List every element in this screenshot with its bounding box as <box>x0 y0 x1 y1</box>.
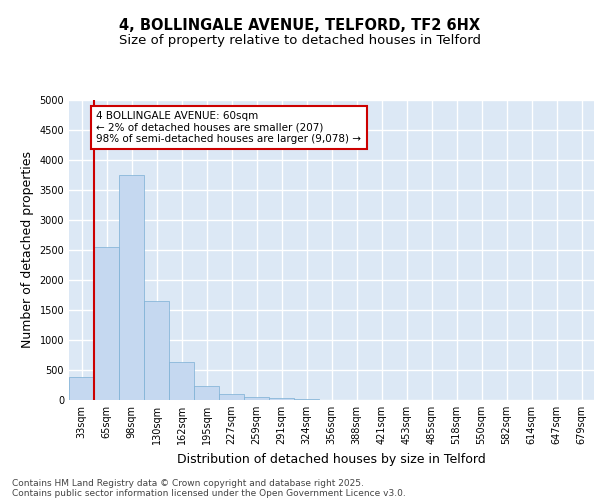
Bar <box>69 377 94 400</box>
Bar <box>194 386 219 400</box>
Bar <box>94 247 119 400</box>
Y-axis label: Number of detached properties: Number of detached properties <box>21 152 34 348</box>
Bar <box>169 362 194 400</box>
Bar <box>244 396 269 400</box>
Bar <box>119 175 144 400</box>
Text: Contains HM Land Registry data © Crown copyright and database right 2025.: Contains HM Land Registry data © Crown c… <box>12 478 364 488</box>
Bar <box>219 394 244 400</box>
Bar <box>144 301 169 400</box>
X-axis label: Distribution of detached houses by size in Telford: Distribution of detached houses by size … <box>177 452 486 466</box>
Text: 4, BOLLINGALE AVENUE, TELFORD, TF2 6HX: 4, BOLLINGALE AVENUE, TELFORD, TF2 6HX <box>119 18 481 32</box>
Bar <box>269 398 294 400</box>
Text: 4 BOLLINGALE AVENUE: 60sqm
← 2% of detached houses are smaller (207)
98% of semi: 4 BOLLINGALE AVENUE: 60sqm ← 2% of detac… <box>97 111 361 144</box>
Text: Contains public sector information licensed under the Open Government Licence v3: Contains public sector information licen… <box>12 488 406 498</box>
Bar <box>294 399 319 400</box>
Text: Size of property relative to detached houses in Telford: Size of property relative to detached ho… <box>119 34 481 47</box>
